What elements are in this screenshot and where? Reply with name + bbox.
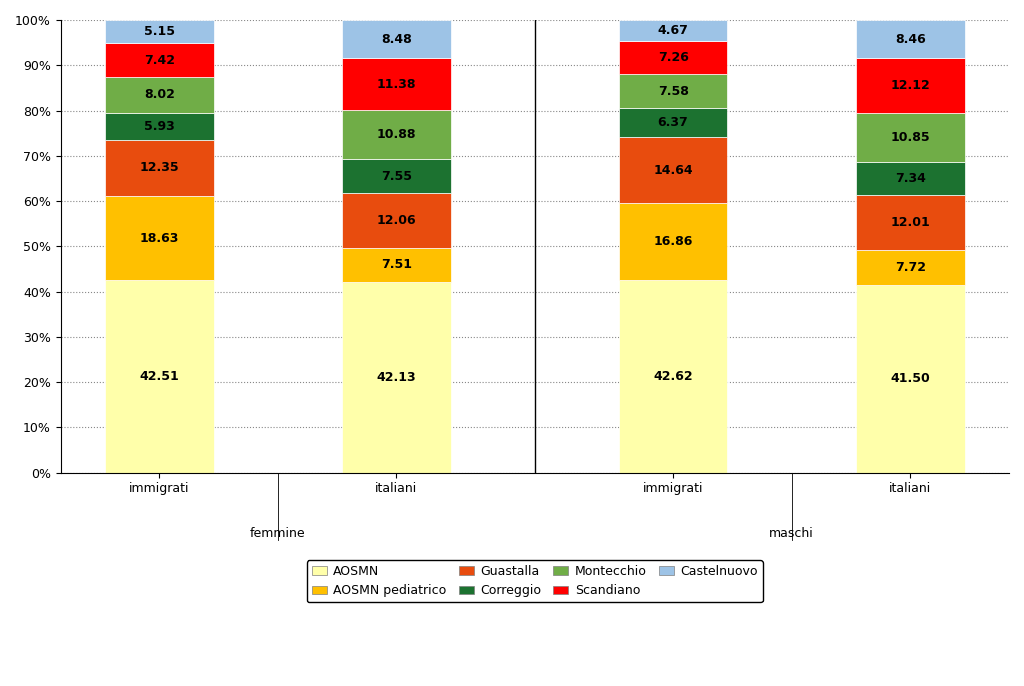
Bar [342,248,451,282]
Bar [618,137,727,203]
Legend: AOSMN, AOSMN pediatrico, Guastalla, Correggio, Montecchio, Scandiano, Castelnuov: AOSMN, AOSMN pediatrico, Guastalla, Corr… [307,560,763,602]
Text: 7.58: 7.58 [657,84,688,97]
Text: 7.34: 7.34 [895,172,926,185]
Bar [342,110,451,159]
Text: 8.02: 8.02 [144,88,175,102]
Text: 12.35: 12.35 [139,161,179,174]
Bar [618,74,727,108]
Text: 8.48: 8.48 [381,33,412,46]
Bar [342,159,451,193]
Text: maschi: maschi [769,527,814,540]
Text: femmine: femmine [250,527,306,540]
Text: 12.06: 12.06 [377,214,417,227]
Bar [618,41,727,74]
Bar [342,20,451,58]
Text: 7.26: 7.26 [657,51,688,64]
Text: 7.51: 7.51 [381,259,412,272]
Bar [856,20,965,58]
Text: 7.72: 7.72 [895,261,926,274]
Bar [856,113,965,162]
Bar [856,58,965,113]
Bar [856,250,965,285]
Text: 8.46: 8.46 [895,33,926,46]
Bar [342,193,451,248]
Bar [105,20,214,43]
Text: 42.13: 42.13 [377,370,417,383]
Bar [856,162,965,196]
Text: 7.55: 7.55 [381,169,412,182]
Bar [105,140,214,196]
Text: 11.38: 11.38 [377,78,416,91]
Text: 18.63: 18.63 [139,231,179,244]
Bar [618,108,727,137]
Bar [618,280,727,473]
Bar [105,280,214,473]
Bar [342,58,451,110]
Bar [618,203,727,280]
Text: 10.85: 10.85 [891,131,930,144]
Text: 12.12: 12.12 [890,79,930,92]
Text: 5.15: 5.15 [144,25,175,38]
Bar [856,285,965,473]
Bar [105,77,214,113]
Text: 5.93: 5.93 [144,120,175,133]
Bar [105,196,214,280]
Text: 7.42: 7.42 [144,54,175,67]
Text: 4.67: 4.67 [657,24,688,37]
Bar [856,196,965,250]
Bar [105,113,214,140]
Text: 41.50: 41.50 [890,372,930,385]
Text: 42.51: 42.51 [139,370,179,383]
Text: 10.88: 10.88 [377,128,416,141]
Bar [618,20,727,41]
Text: 42.62: 42.62 [653,370,693,383]
Text: 12.01: 12.01 [890,216,930,229]
Text: 6.37: 6.37 [657,116,688,129]
Text: 14.64: 14.64 [653,164,693,177]
Text: 16.86: 16.86 [653,235,693,248]
Bar [342,282,451,473]
Bar [105,43,214,77]
